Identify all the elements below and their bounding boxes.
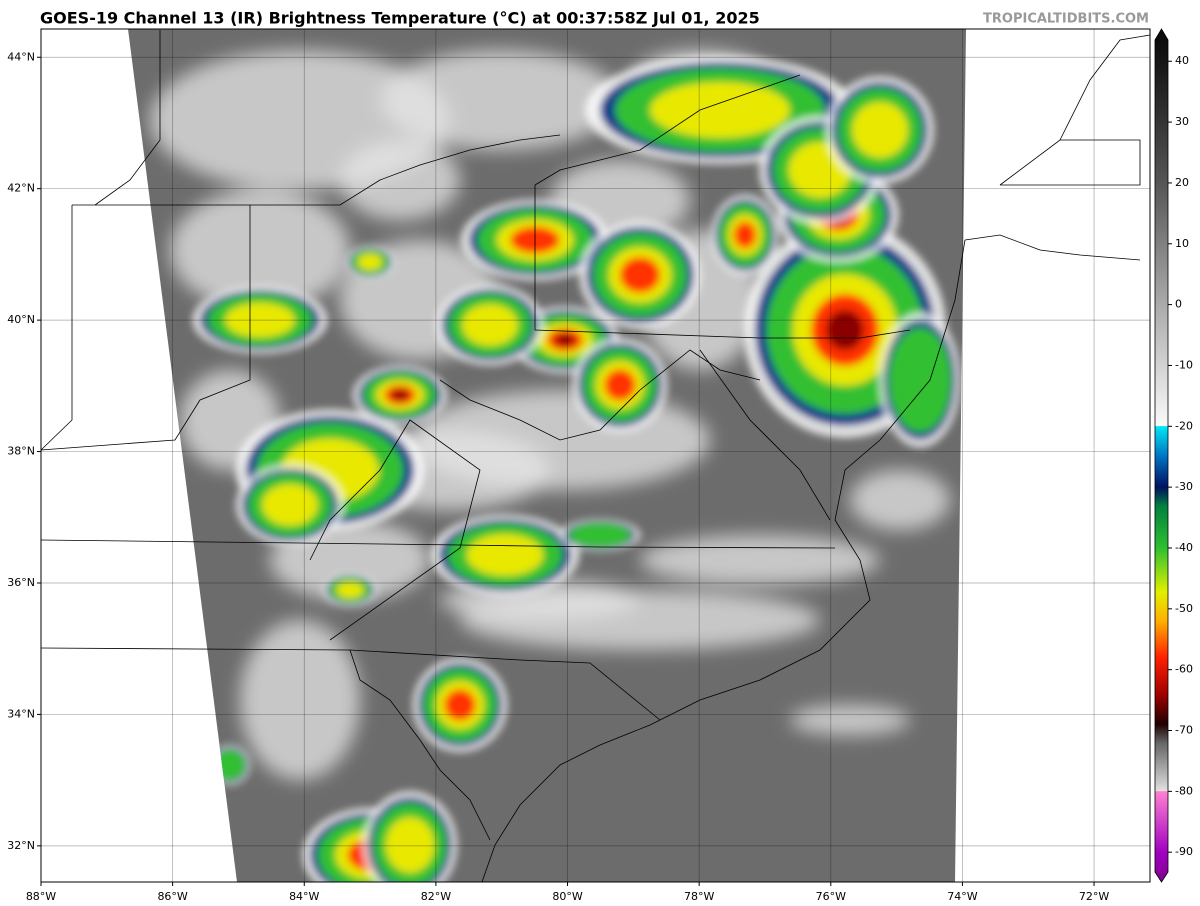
- colorbar-label: -10: [1175, 358, 1193, 371]
- colorbar-label: 20: [1175, 176, 1189, 189]
- title: GOES-19 Channel 13 (IR) Brightness Tempe…: [40, 9, 760, 28]
- colorbar-label: 0: [1175, 298, 1182, 311]
- lon-label: 86°W: [157, 890, 187, 903]
- colorbar-label: 10: [1175, 237, 1189, 250]
- lat-label: 34°N: [7, 707, 35, 720]
- lat-label: 42°N: [7, 182, 35, 195]
- lat-label: 44°N: [7, 50, 35, 63]
- lon-label: 72°W: [1079, 890, 1109, 903]
- lon-label: 80°W: [552, 890, 582, 903]
- colorbar-label: -50: [1175, 602, 1193, 615]
- colorbar-label: 40: [1175, 54, 1189, 67]
- lat-label: 36°N: [7, 576, 35, 589]
- lon-label: 76°W: [816, 890, 846, 903]
- colorbar: [1154, 28, 1169, 883]
- colorbar-label: -70: [1175, 724, 1193, 737]
- lon-label: 84°W: [289, 890, 319, 903]
- lat-label: 32°N: [7, 839, 35, 852]
- lon-label: 88°W: [26, 890, 56, 903]
- map: [41, 29, 1150, 882]
- colorbar-label: -30: [1175, 480, 1193, 493]
- colorbar-label: -90: [1175, 845, 1193, 858]
- lon-label: 78°W: [684, 890, 714, 903]
- lat-label: 40°N: [7, 313, 35, 326]
- colorbar-label: -20: [1175, 419, 1193, 432]
- colorbar-label: -40: [1175, 541, 1193, 554]
- lon-label: 82°W: [421, 890, 451, 903]
- satellite-image: [128, 29, 966, 882]
- credit: TROPICALTIDBITS.COM: [983, 12, 1149, 27]
- lon-label: 74°W: [947, 890, 977, 903]
- map-frame: [40, 28, 1151, 883]
- colorbar-label: -60: [1175, 663, 1193, 676]
- lat-label: 38°N: [7, 445, 35, 458]
- colorbar-label: 30: [1175, 115, 1189, 128]
- borders: [41, 30, 1150, 882]
- colorbar-label: -80: [1175, 784, 1193, 797]
